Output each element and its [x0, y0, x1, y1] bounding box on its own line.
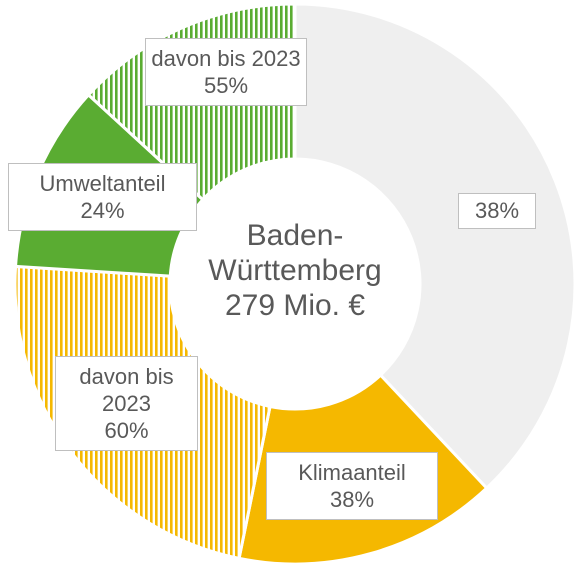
sub-label: davon bis 2023 [79, 364, 174, 416]
segment [293, 2, 574, 491]
center-title: Baden-Württemberg [208, 219, 382, 287]
center-label: Baden-Württemberg 279 Mio. € [195, 218, 395, 323]
category-label: Klimaanteil [298, 460, 406, 485]
sub-label: davon bis 2023 [151, 46, 301, 71]
data-label: Umweltanteil 24% [8, 163, 197, 231]
value-label: 38% [329, 487, 375, 512]
value-label: 24% [80, 198, 125, 223]
center-total: 279 Mio. € [224, 289, 366, 322]
value-label: 38% [474, 198, 520, 223]
data-label: Klimaanteil 38% [266, 452, 438, 520]
category-label: Umweltanteil [39, 171, 166, 196]
sub-value-label: 55% [203, 73, 249, 98]
data-label: 38% [458, 193, 536, 229]
data-label: davon bis 2023 60% [55, 356, 198, 451]
sub-value-label: 60% [104, 418, 149, 443]
data-label: davon bis 2023 55% [145, 38, 307, 106]
